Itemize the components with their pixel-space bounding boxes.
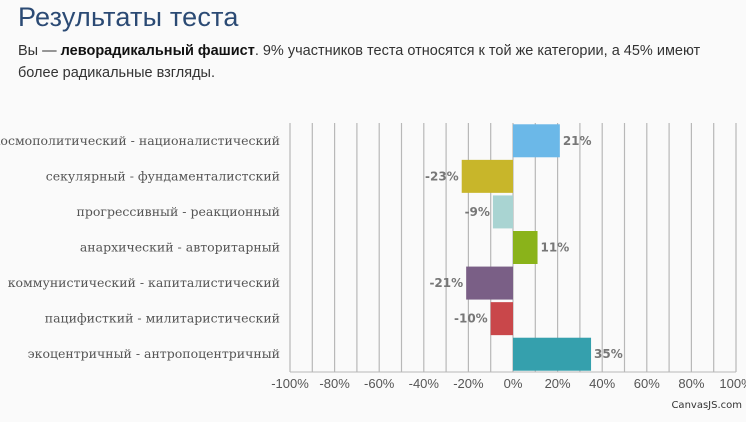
- x-tick-label: 40%: [589, 376, 615, 391]
- value-label: -9%: [465, 205, 490, 219]
- x-tick-label: 100%: [719, 376, 746, 391]
- bar[interactable]: [466, 266, 513, 300]
- x-tick-label: -20%: [453, 376, 484, 391]
- chart-grid: [289, 123, 737, 373]
- bar[interactable]: [461, 159, 513, 193]
- result-summary: Вы — леворадикальный фашист. 9% участник…: [18, 40, 718, 84]
- x-tick-label: -100%: [271, 376, 309, 391]
- category-label: коммунистический - капиталистический: [8, 275, 280, 290]
- summary-rest: . 9% участников теста относятся к той же…: [18, 43, 701, 81]
- x-tick-label: -40%: [409, 376, 440, 391]
- value-label: -23%: [425, 169, 459, 183]
- x-tick-label: -80%: [319, 376, 350, 391]
- bar[interactable]: [513, 337, 592, 371]
- bar[interactable]: [492, 195, 513, 229]
- category-labels: космополитический - националистический се…: [0, 133, 280, 361]
- value-label: 11%: [541, 241, 570, 255]
- bar[interactable]: [513, 231, 538, 264]
- category-label: прогрессивный - реакционный: [77, 204, 280, 219]
- x-tick-label: 0%: [504, 376, 523, 391]
- chart-bars: [461, 124, 592, 371]
- x-tick-label: -60%: [364, 376, 395, 391]
- result-category: леворадикальный фашист: [60, 43, 255, 59]
- page-title: Результаты теста: [18, 2, 239, 32]
- value-label: -21%: [429, 276, 463, 290]
- value-labels: 21% -23% -9% 11% -21% -10% 35%: [425, 134, 623, 361]
- category-label: экоцентричный - антропоцентричный: [28, 346, 280, 361]
- bar[interactable]: [490, 302, 513, 336]
- x-tick-label: 80%: [678, 376, 704, 391]
- category-label: пацифисткий - милитаристический: [45, 311, 280, 326]
- chart-credit[interactable]: CanvasJS.com: [671, 400, 742, 411]
- value-label: 35%: [594, 347, 623, 361]
- bar[interactable]: [513, 124, 560, 158]
- value-label: 21%: [563, 134, 592, 148]
- category-label: анархический - авторитарный: [80, 240, 280, 255]
- category-label: космополитический - националистический: [0, 133, 280, 148]
- category-label: секулярный - фундаменталистский: [46, 168, 280, 183]
- x-tick-label: 20%: [545, 376, 571, 391]
- x-tick-label: 60%: [634, 376, 660, 391]
- summary-prefix: Вы —: [18, 43, 61, 59]
- x-axis-ticks: -100% -80% -60% -40% -20% 0% 20% 40% 60% 80% 100%: [271, 376, 746, 391]
- value-label: -10%: [454, 312, 488, 326]
